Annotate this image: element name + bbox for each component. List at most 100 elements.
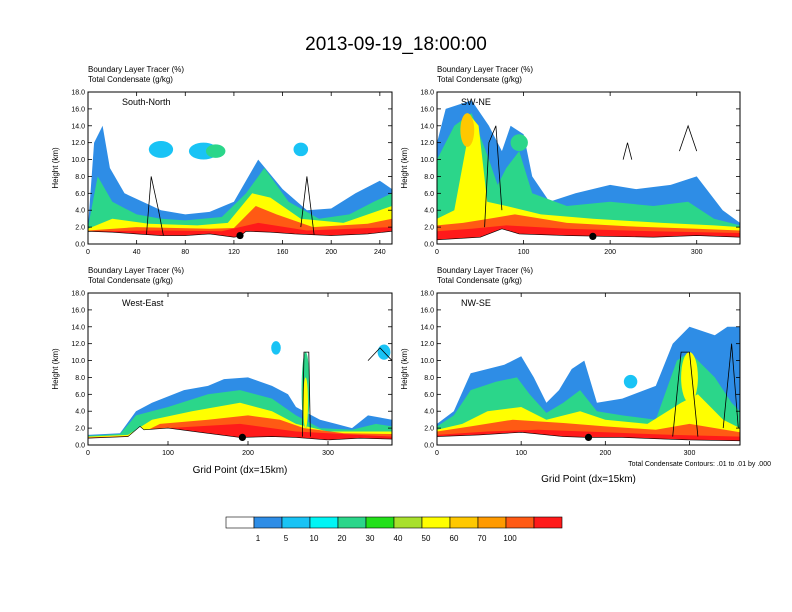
x-tick-label: 0 [86, 249, 90, 256]
colorbar-swatch [281, 516, 311, 529]
plot-area [88, 293, 392, 445]
panel-bottom-left: 0.0 2.0 4.0 6.0 8.0 10.0 12.0 14.0 16.0 18.0 0 100 2… [51, 266, 393, 476]
condensate-contour [622, 142, 633, 160]
site-marker [584, 433, 593, 441]
colorbar-label: 20 [338, 534, 347, 543]
x-tick-label: 100 [162, 450, 174, 457]
colorbar-swatch [225, 516, 255, 529]
plot-frame [436, 91, 741, 245]
y-axis-label: Height (km) [51, 147, 60, 189]
y-tick-label: 12.0 [420, 140, 434, 147]
panel-bottom-right: 0.0 2.0 4.0 6.0 8.0 10.0 12.0 14.0 16.0 18.0 0 100 2… [400, 266, 741, 485]
colorbar-swatch [421, 516, 451, 529]
y-tick-label: 6.0 [75, 191, 85, 198]
tracer-blob [623, 374, 638, 389]
y-tick-label: 12.0 [71, 341, 85, 348]
tracer-blob [510, 134, 528, 152]
y-tick-label: 6.0 [424, 191, 434, 198]
condensate-contour [367, 347, 392, 361]
colorbar-swatch [449, 516, 479, 529]
panel-title-line: Boundary Layer Tracer (%) [437, 65, 533, 74]
tracer-blob [303, 377, 308, 429]
x-tick-label: 300 [684, 450, 696, 457]
colorbar-swatch [505, 516, 535, 529]
panels: 0.0 2.0 4.0 6.0 8.0 10.0 12.0 14.0 16.0 18.0 0 40 80… [51, 65, 741, 485]
tracer-blob [293, 142, 309, 157]
y-tick-label: 16.0 [71, 106, 85, 113]
colorbar-swatch [309, 516, 339, 529]
panel-title-line: Total Condensate (g/kg) [88, 75, 173, 84]
condensate-contour [679, 124, 698, 152]
y-tick-label: 2.0 [424, 225, 434, 232]
colorbar-swatch [477, 516, 507, 529]
contour-note: Total Condensate Contours: .01 to .01 by… [628, 461, 771, 468]
panel-title-line: Total Condensate (g/kg) [88, 276, 173, 285]
y-tick-label: 10.0 [420, 358, 434, 365]
colorbar-swatch [393, 516, 423, 529]
tracer-blob [148, 140, 174, 158]
panel-title-line: Boundary Layer Tracer (%) [437, 266, 533, 275]
tracer-blob [681, 352, 698, 403]
site-marker [238, 433, 246, 441]
y-tick-label: 4.0 [424, 409, 434, 416]
y-tick-label: 18.0 [420, 90, 434, 97]
x-tick-label: 0 [435, 450, 439, 457]
colorbar-label: 60 [450, 534, 459, 543]
y-tick-label: 8.0 [424, 375, 434, 382]
y-tick-label: 4.0 [75, 409, 85, 416]
section-label: NW-SE [461, 298, 491, 308]
y-tick-label: 8.0 [75, 174, 85, 181]
x-tick-label: 300 [322, 450, 334, 457]
x-tick-label: 80 [181, 249, 189, 256]
panel-top-right: 0.0 2.0 4.0 6.0 8.0 10.0 12.0 14.0 16.0 18.0 0 100 2… [400, 65, 741, 256]
tracer-blob [460, 113, 475, 147]
y-tick-label: 14.0 [420, 324, 434, 331]
plot-frame [87, 91, 393, 245]
y-tick-label: 18.0 [71, 291, 85, 298]
panel-top-left: 0.0 2.0 4.0 6.0 8.0 10.0 12.0 14.0 16.0 18.0 0 40 80… [51, 65, 393, 256]
x-tick-label: 100 [518, 249, 530, 256]
y-tick-label: 0.0 [75, 242, 85, 249]
y-tick-label: 6.0 [424, 392, 434, 399]
y-tick-label: 0.0 [75, 443, 85, 450]
x-tick-label: 200 [599, 450, 611, 457]
figure-title: 2013-09-19_18:00:00 [305, 34, 487, 55]
y-tick-label: 0.0 [424, 242, 434, 249]
colorbar-label: 30 [366, 534, 375, 543]
x-tick-label: 0 [86, 450, 90, 457]
y-tick-label: 10.0 [420, 157, 434, 164]
panel-title-line: Total Condensate (g/kg) [437, 276, 522, 285]
colorbar-swatch [253, 516, 283, 529]
y-tick-label: 0.0 [424, 443, 434, 450]
section-label: South-North [122, 97, 171, 107]
colorbar-label: 100 [503, 534, 517, 543]
tracer-blob [205, 144, 226, 158]
x-tick-label: 40 [133, 249, 141, 256]
plot-frame [87, 292, 393, 446]
panel-title-line: Boundary Layer Tracer (%) [88, 266, 184, 275]
x-tick-label: 100 [515, 450, 527, 457]
site-marker [589, 232, 597, 240]
x-tick-label: 160 [277, 249, 289, 256]
tracer-band-1 [88, 125, 392, 244]
x-axis-label: Grid Point (dx=15km) [541, 474, 636, 485]
section-label: West-East [122, 298, 164, 308]
colorbar-swatch [533, 516, 563, 529]
condensate-contour [672, 351, 699, 437]
colorbar-label: 5 [284, 534, 289, 543]
panel-title-line: Boundary Layer Tracer (%) [88, 65, 184, 74]
condensate-contour [146, 176, 164, 236]
x-tick-label: 200 [325, 249, 337, 256]
colorbar-label: 50 [422, 534, 431, 543]
plot-area [437, 293, 740, 445]
tracer-blob [271, 341, 281, 355]
y-tick-label: 2.0 [75, 426, 85, 433]
y-tick-label: 18.0 [420, 291, 434, 298]
y-tick-label: 6.0 [75, 392, 85, 399]
x-tick-label: 240 [374, 249, 386, 256]
y-tick-label: 18.0 [71, 90, 85, 97]
y-tick-label: 16.0 [420, 307, 434, 314]
x-tick-label: 120 [228, 249, 240, 256]
x-axis-label: Grid Point (dx=15km) [193, 465, 288, 476]
